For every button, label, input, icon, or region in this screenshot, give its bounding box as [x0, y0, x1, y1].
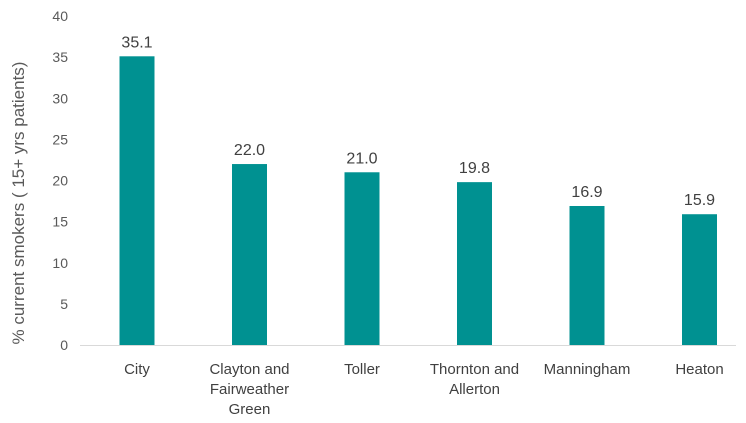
data-label: 19.8: [459, 160, 490, 177]
category-labels: City Clayton and Fairweather Green Toller Tho…: [124, 361, 724, 418]
y-tick-label: 20: [52, 173, 68, 189]
bar: [344, 172, 380, 345]
y-axis-ticks: 0 5 10 15 20 25 30 35 40: [52, 8, 68, 353]
bars: [119, 56, 717, 346]
data-label: 21.0: [346, 150, 377, 167]
category-label: Manningham: [544, 361, 631, 378]
category-label: Toller: [344, 361, 380, 378]
y-tick-label: 15: [52, 214, 68, 230]
y-tick-label: 10: [52, 255, 68, 271]
y-tick-label: 25: [52, 131, 68, 147]
y-tick-label: 0: [60, 337, 68, 353]
category-label: Heaton: [675, 361, 723, 378]
category-label: City: [124, 361, 150, 378]
y-tick-label: 40: [52, 8, 68, 24]
data-labels: 35.1 22.0 21.0 19.8 16.9 15.9: [121, 34, 715, 209]
data-label: 15.9: [684, 192, 715, 209]
bar: [569, 205, 605, 345]
data-label: 16.9: [571, 184, 602, 201]
category-label: Clayton and Fairweather Green: [209, 361, 289, 418]
data-label: 22.0: [234, 142, 265, 159]
y-tick-label: 35: [52, 49, 68, 65]
data-label: 35.1: [121, 34, 152, 51]
bar: [232, 164, 267, 345]
bar: [682, 214, 717, 345]
bar: [457, 182, 492, 345]
y-tick-label: 5: [60, 296, 68, 312]
y-axis-title: % current smokers ( 15+ yrs patients): [9, 62, 28, 345]
category-label: Thornton and Allerton: [430, 361, 519, 398]
bar: [119, 56, 155, 346]
y-tick-label: 30: [52, 90, 68, 106]
